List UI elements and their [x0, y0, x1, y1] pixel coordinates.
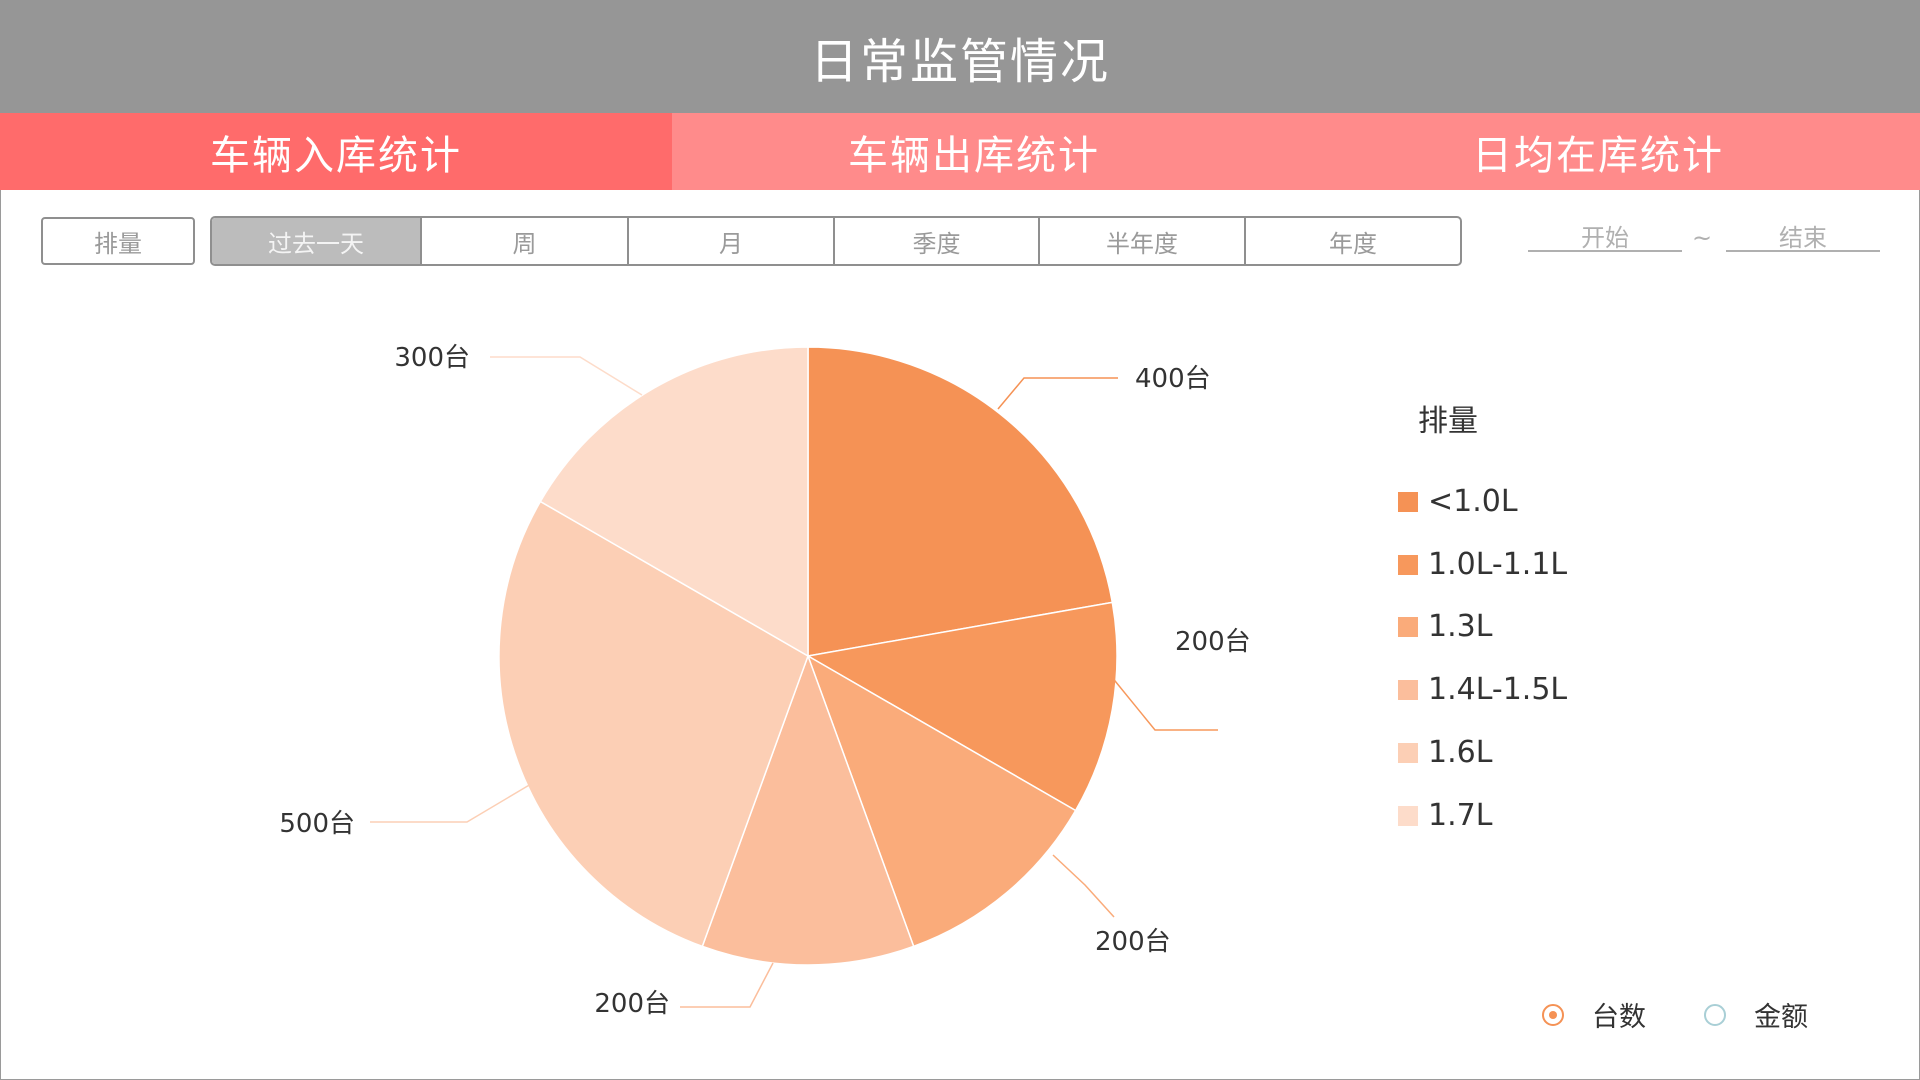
amount-radio[interactable]: 金额: [1704, 995, 1808, 1034]
legend-label: <1.0L: [1428, 484, 1518, 519]
legend-swatch: [1398, 679, 1418, 700]
date-range-separator: ~: [1692, 224, 1713, 252]
label-leader-line: [1052, 854, 1115, 918]
pie-slice[interactable]: [805, 601, 1118, 812]
stats-tabs: 车辆入库统计 车辆出库统计 日均在库统计: [0, 113, 1920, 190]
label-leader-line: [680, 962, 774, 1008]
legend-item: 1.0L-1.1L: [1398, 547, 1567, 582]
legend-label: 1.7L: [1428, 798, 1493, 833]
page-title: 日常监管情况: [0, 0, 1920, 113]
legend-label: 1.3L: [1428, 609, 1493, 644]
count-radio-dot: [1549, 1010, 1557, 1019]
period-month-button[interactable]: 月: [629, 218, 835, 264]
pie-slice[interactable]: [539, 346, 809, 658]
start-date-field[interactable]: 开始: [1528, 218, 1682, 252]
legend-item: 1.4L-1.5L: [1398, 672, 1567, 707]
slice-value-label: 200台: [1095, 927, 1171, 957]
tab-inbound[interactable]: 车辆入库统计: [0, 113, 672, 190]
legend-swatch: [1398, 491, 1418, 512]
legend-item: <1.0L: [1398, 484, 1518, 519]
period-half-year-button[interactable]: 半年度: [1040, 218, 1246, 264]
amount-radio-label: 金额: [1754, 1002, 1808, 1033]
count-radio-label: 台数: [1592, 1002, 1646, 1033]
tab-outbound[interactable]: 车辆出库统计: [672, 113, 1276, 190]
pie-slice[interactable]: [806, 654, 1077, 948]
pie-slice[interactable]: [701, 653, 915, 966]
legend-swatch: [1398, 554, 1418, 575]
amount-radio-indicator: [1704, 1003, 1726, 1026]
legend-swatch: [1398, 805, 1418, 826]
slice-value-label: 500台: [279, 809, 355, 839]
legend-item: 1.7L: [1398, 798, 1492, 833]
legend-swatch: [1398, 616, 1418, 637]
end-date-field[interactable]: 结束: [1726, 218, 1880, 252]
period-year-button[interactable]: 年度: [1329, 229, 1377, 258]
legend-label: 1.4L-1.5L: [1428, 672, 1568, 707]
legend-item: 1.3L: [1398, 609, 1492, 644]
pie-slice[interactable]: [498, 500, 809, 948]
count-radio[interactable]: 台数: [1542, 995, 1646, 1034]
period-quarter-button[interactable]: 季度: [835, 218, 1040, 264]
pie-slice[interactable]: [807, 346, 1114, 657]
slice-value-label: 300台: [394, 343, 470, 373]
slice-value-label: 400台: [1135, 364, 1211, 394]
period-week-button[interactable]: 周: [422, 218, 629, 264]
count-radio-indicator: [1542, 1003, 1564, 1026]
label-leader-line: [997, 377, 1118, 410]
tab-daily-average[interactable]: 日均在库统计: [1276, 113, 1920, 190]
period-selector: 过去一天 周 月 季度 半年度 年度: [210, 216, 1462, 266]
label-leader-line: [490, 356, 643, 396]
legend-swatch: [1398, 742, 1418, 763]
period-past-day-button[interactable]: 过去一天: [212, 218, 422, 264]
legend-title: 排量: [1418, 404, 1478, 439]
legend-label: 1.0L-1.1L: [1428, 547, 1568, 582]
slice-value-label: 200台: [1175, 627, 1251, 657]
slice-value-label: 200台: [594, 989, 670, 1019]
label-leader-line: [370, 783, 532, 823]
legend-item: 1.6L: [1398, 735, 1492, 770]
legend-label: 1.6L: [1428, 735, 1493, 770]
label-leader-line: [1110, 675, 1218, 731]
displacement-filter-button[interactable]: 排量: [41, 217, 195, 265]
